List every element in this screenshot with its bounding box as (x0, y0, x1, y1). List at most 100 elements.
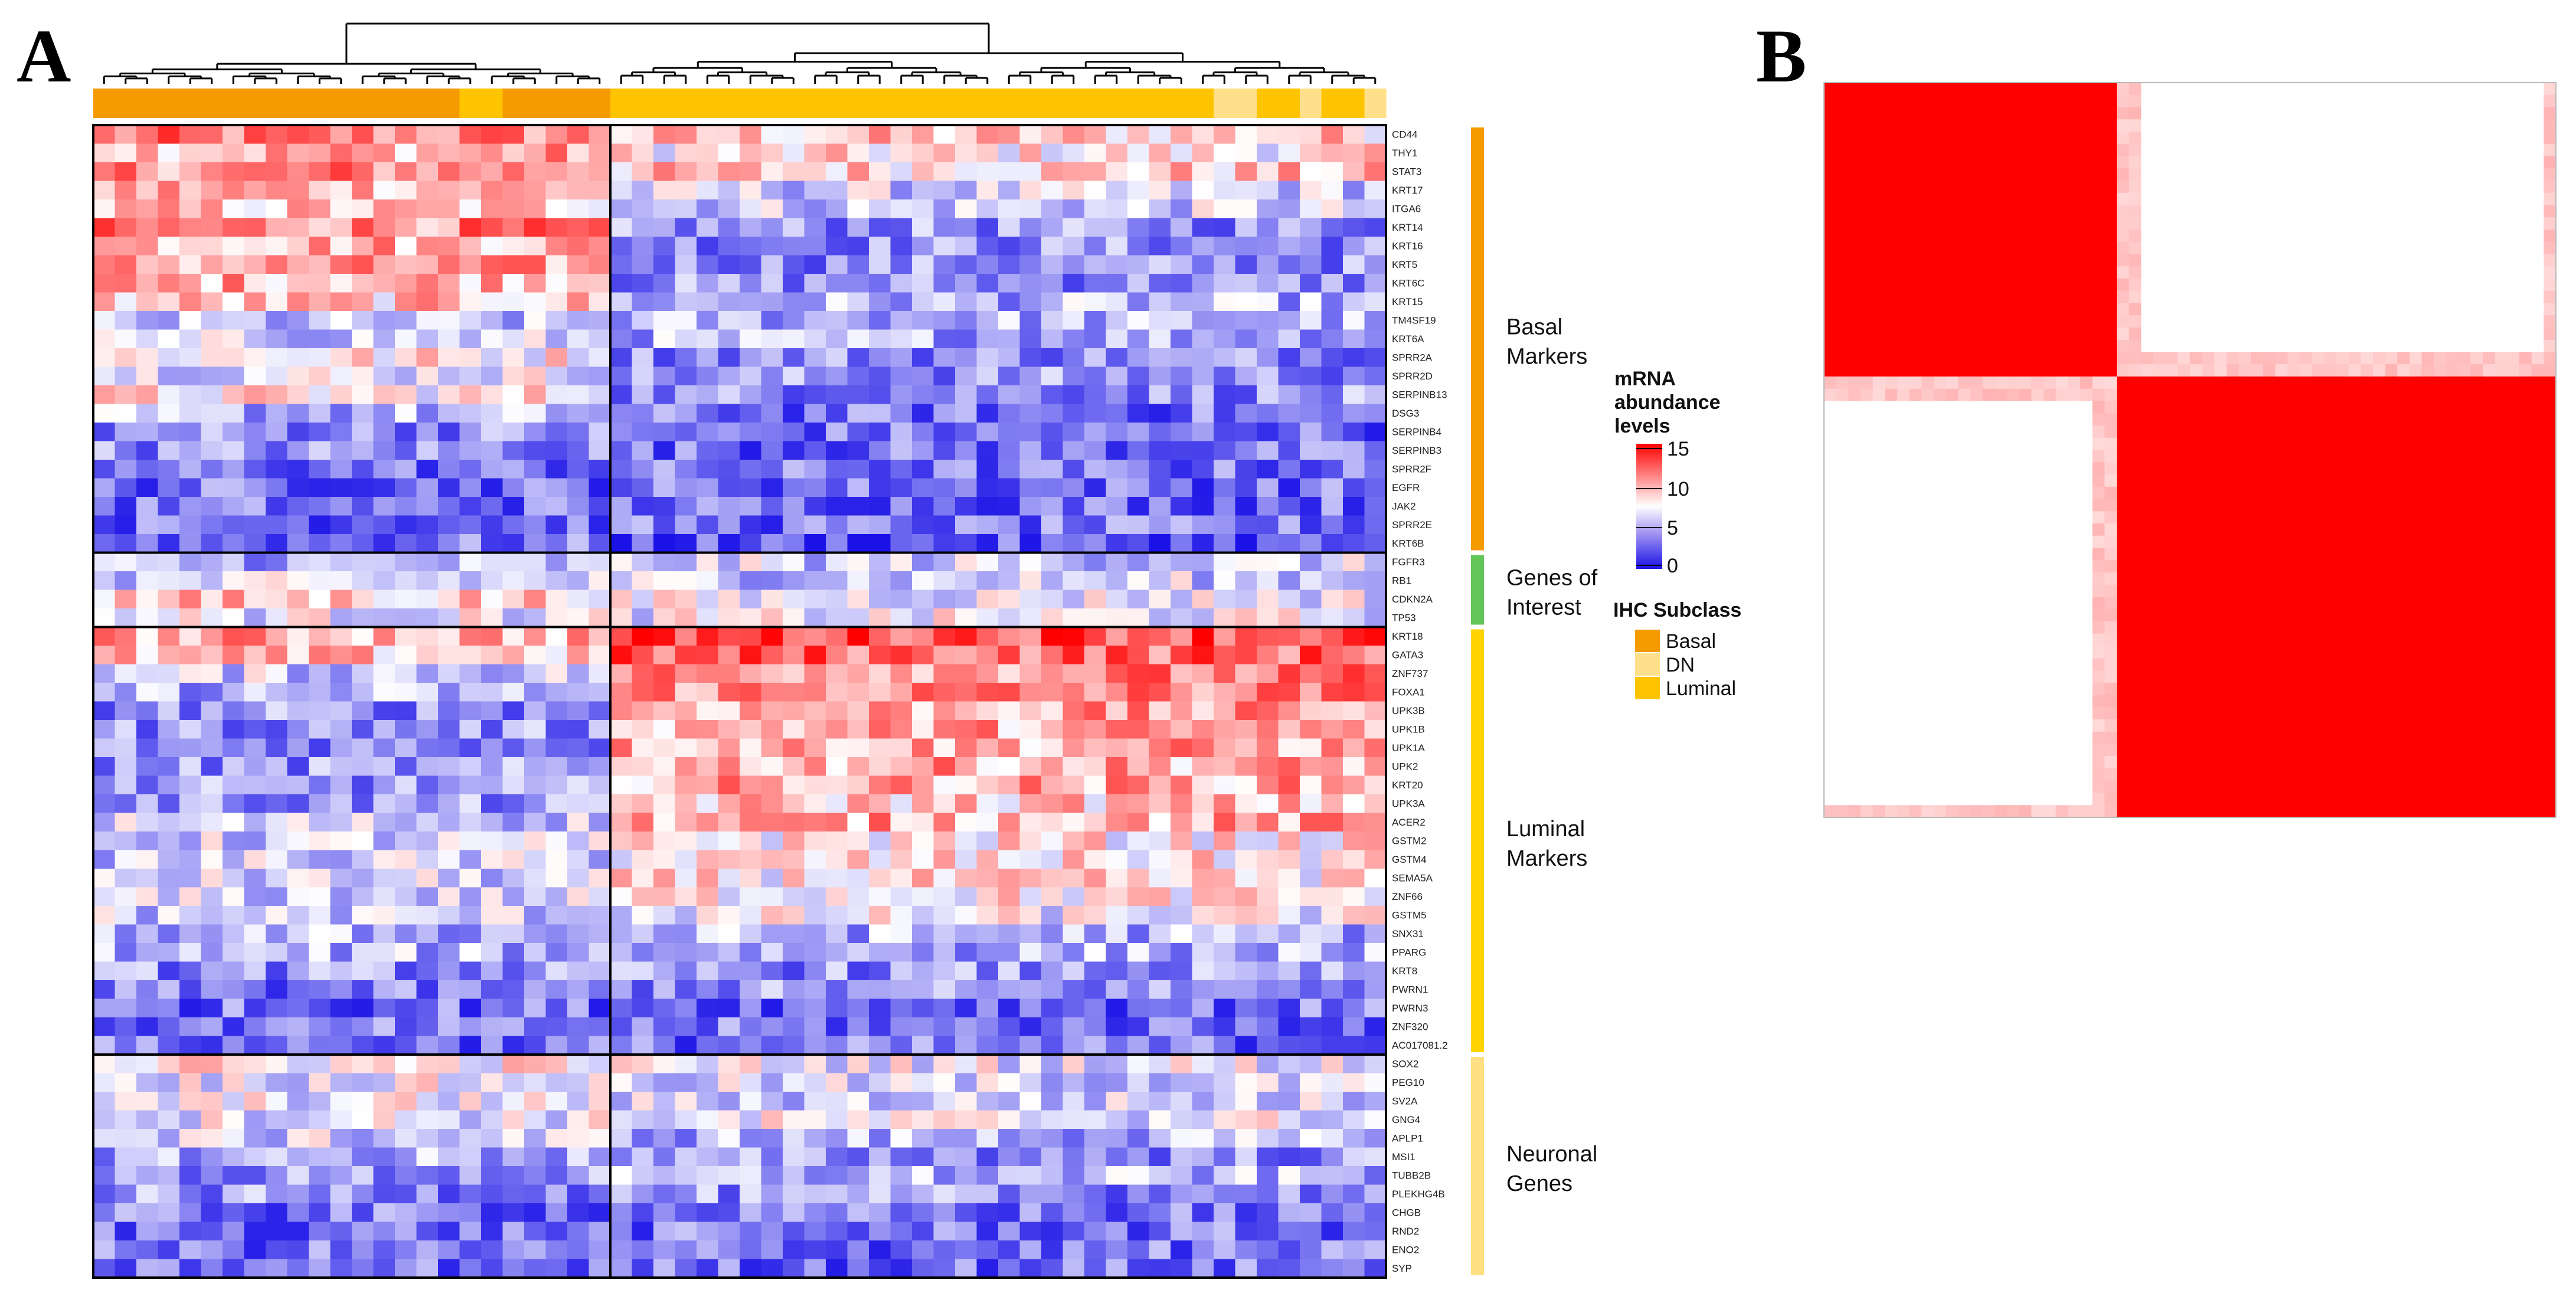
heatmap-cell (330, 1184, 352, 1204)
heatmap-cell (653, 1147, 676, 1167)
heatmap-cell (545, 608, 568, 628)
heatmap-cell (373, 943, 395, 962)
heatmap-cell (1257, 1147, 1279, 1167)
consensus-cell (2287, 181, 2300, 194)
consensus-cell (2044, 132, 2057, 145)
heatmap-cell (502, 199, 525, 219)
heatmap-cell (567, 181, 590, 200)
consensus-cell (1970, 168, 1983, 181)
heatmap-cell (1343, 1147, 1365, 1167)
subclass-cell (330, 89, 352, 118)
gene-label: SOX2 (1392, 1058, 1418, 1069)
heatmap-cell (93, 1147, 116, 1167)
heatmap-cell (1041, 1147, 1064, 1167)
heatmap-cell (761, 218, 783, 237)
heatmap-cell (610, 255, 633, 274)
heatmap-cell (718, 924, 740, 944)
heatmap-cell (416, 775, 439, 795)
heatmap-cell (1343, 924, 1365, 944)
heatmap-cell (1127, 366, 1150, 386)
heatmap-cell (1063, 980, 1085, 1000)
heatmap-cell (136, 1110, 159, 1130)
consensus-cell (2153, 168, 2166, 181)
heatmap-cell (1214, 906, 1236, 925)
heatmap-cell (373, 348, 395, 368)
heatmap-cell (890, 627, 913, 646)
heatmap-cell (976, 552, 999, 572)
heatmap-cell (524, 143, 547, 163)
consensus-cell (1934, 254, 1947, 267)
heatmap-cell (1192, 366, 1214, 386)
heatmap-cell (976, 1017, 999, 1037)
subclass-cell (373, 89, 395, 118)
heatmap-cell (1019, 255, 1042, 274)
heatmap-cell (783, 590, 805, 609)
heatmap-cell (933, 961, 956, 981)
consensus-cell (2117, 230, 2130, 243)
heatmap-cell (783, 348, 805, 368)
heatmap-cell (1019, 162, 1042, 182)
heatmap-cell (244, 1129, 266, 1148)
heatmap-cell (761, 515, 783, 535)
heatmap-cell (1257, 1259, 1279, 1278)
heatmap-cell (545, 1222, 568, 1241)
heatmap-cell (955, 906, 978, 925)
heatmap-cell (93, 1017, 116, 1037)
heatmap-cell (1300, 1147, 1322, 1167)
heatmap-cell (1235, 998, 1257, 1018)
heatmap-cell (589, 1092, 611, 1111)
heatmap-cell (610, 1147, 633, 1167)
consensus-cell (2531, 83, 2544, 96)
heatmap-cell (1106, 478, 1128, 497)
consensus-cell (2202, 143, 2215, 157)
consensus-cell (2251, 83, 2264, 96)
heatmap-cell (266, 1073, 288, 1092)
heatmap-cell (847, 683, 869, 702)
heatmap-cell (697, 423, 719, 442)
heatmap-cell (869, 813, 891, 832)
heatmap-cell (1321, 571, 1343, 591)
heatmap-cell (826, 534, 848, 554)
heatmap-cell (1106, 1110, 1128, 1130)
heatmap-cell (1214, 794, 1236, 814)
heatmap-cell (890, 813, 913, 832)
heatmap-cell (740, 590, 762, 609)
heatmap-cell (718, 199, 740, 219)
heatmap-cell (632, 646, 654, 665)
heatmap-cell (761, 590, 783, 609)
heatmap-cell (869, 627, 891, 646)
heatmap-cell (136, 757, 159, 777)
heatmap-cell (1214, 534, 1236, 554)
heatmap-cell (395, 701, 417, 721)
consensus-cell (2055, 119, 2068, 132)
heatmap-cell (1214, 683, 1236, 702)
heatmap-cell (309, 348, 331, 368)
consensus-cell (2446, 143, 2459, 157)
heatmap-cell (1300, 348, 1322, 368)
heatmap-cell (675, 423, 697, 442)
heatmap-cell (481, 738, 504, 758)
heatmap-cell (416, 794, 439, 814)
heatmap-cell (1041, 237, 1064, 256)
consensus-cell (1995, 132, 2008, 145)
heatmap-cell (1235, 943, 1257, 962)
heatmap-cell (223, 850, 245, 869)
heatmap-cell (545, 1184, 568, 1204)
consensus-cell (2470, 168, 2483, 181)
heatmap-cell (955, 998, 978, 1018)
consensus-cell (2227, 107, 2240, 120)
heatmap-cell (352, 683, 374, 702)
heatmap-cell (438, 1092, 460, 1111)
heatmap-cell (1127, 274, 1150, 293)
consensus-cell (1909, 119, 1922, 132)
consensus-cell (2348, 107, 2361, 120)
heatmap-cell (933, 162, 956, 182)
heatmap-cell (438, 478, 460, 497)
heatmap-cell (373, 441, 395, 460)
heatmap-cell (1343, 478, 1365, 497)
heatmap-cell (1364, 143, 1387, 163)
heatmap-cell (1149, 292, 1171, 312)
heatmap-cell (438, 460, 460, 479)
heatmap-cell (438, 906, 460, 925)
heatmap-cell (783, 162, 805, 182)
